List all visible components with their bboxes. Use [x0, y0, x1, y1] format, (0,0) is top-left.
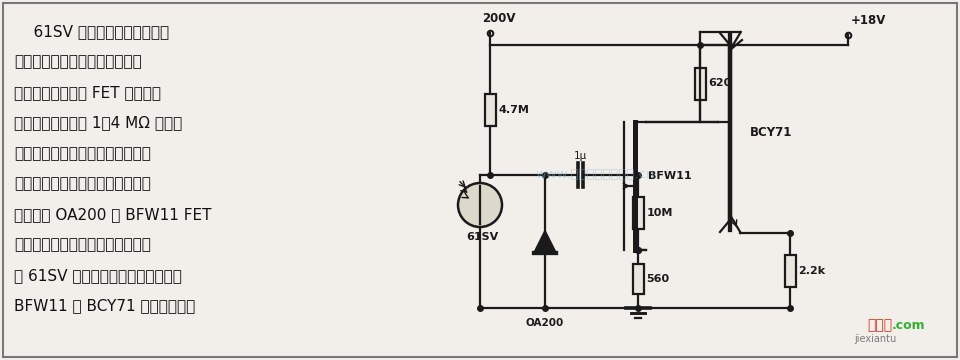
Text: .com: .com [892, 319, 925, 332]
Bar [485, 94, 495, 126]
Text: 件 61SV 时，光信号变为电信号，经: 件 61SV 时，光信号变为电信号，经 [14, 268, 181, 283]
Bar [784, 255, 796, 287]
Bar [694, 68, 706, 99]
Bar [633, 264, 643, 294]
Circle shape [458, 183, 502, 227]
Text: 大器。第一级采用 FET 管以提高: 大器。第一级采用 FET 管以提高 [14, 85, 161, 100]
Text: 620: 620 [708, 78, 732, 89]
Text: 用二极管 OA200 对 BFW11 FET: 用二极管 OA200 对 BFW11 FET [14, 207, 211, 222]
Text: 560: 560 [646, 274, 670, 284]
Text: 光电元件相匹配。因为光电元件在: 光电元件相匹配。因为光电元件在 [14, 146, 151, 161]
Text: 200V: 200V [482, 12, 516, 25]
Text: 1μ: 1μ [573, 151, 587, 161]
Text: OA200: OA200 [526, 318, 564, 328]
Text: 用于不致冷红外检波器的通用放: 用于不致冷红外检波器的通用放 [14, 54, 142, 69]
Text: 加电时，会出现瞬时高压，所以利: 加电时，会出现瞬时高压，所以利 [14, 176, 151, 192]
Text: 4.7M: 4.7M [498, 105, 529, 115]
Text: www.洛睿科技有限公司.cn: www.洛睿科技有限公司.cn [536, 168, 655, 181]
Text: 61SV: 61SV [466, 232, 498, 242]
Polygon shape [534, 230, 556, 252]
Text: BFW11 和 BCY71 放大后输出。: BFW11 和 BCY71 放大后输出。 [14, 298, 195, 314]
Text: BCY71: BCY71 [750, 126, 792, 139]
Text: +18V: +18V [851, 14, 886, 27]
Text: jiexiantu: jiexiantu [853, 334, 896, 344]
Text: 接线图: 接线图 [867, 318, 892, 332]
Text: 管起保护作用。当光照射到光电元: 管起保护作用。当光照射到光电元 [14, 238, 151, 252]
Text: 输入阻抗，与具有 1～4 MΩ 电阻的: 输入阻抗，与具有 1～4 MΩ 电阻的 [14, 116, 182, 130]
Text: 10M: 10M [646, 207, 673, 217]
Text: BFW11: BFW11 [648, 171, 691, 181]
Bar [633, 197, 643, 229]
Text: 61SV 为硫化铅光电元件，应: 61SV 为硫化铅光电元件，应 [14, 24, 169, 39]
Text: 2.2k: 2.2k [799, 266, 826, 275]
